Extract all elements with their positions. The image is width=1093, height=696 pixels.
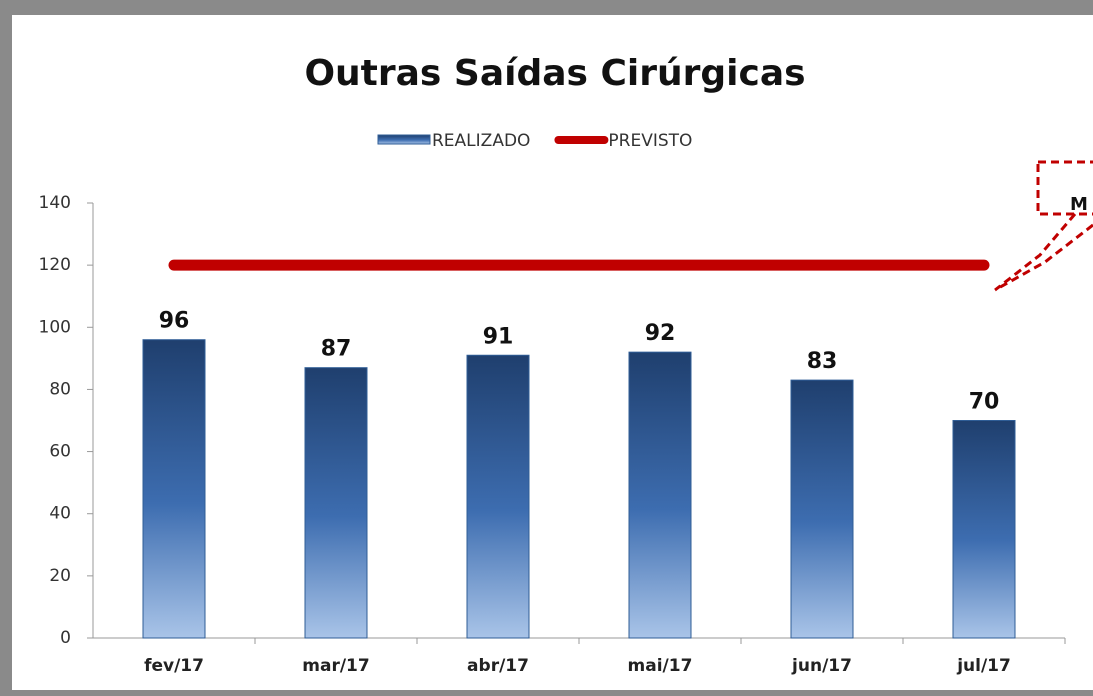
- y-tick-label: 20: [49, 566, 71, 586]
- bar: [304, 367, 368, 639]
- callout: [994, 160, 1093, 292]
- y-tick-label: 120: [39, 255, 71, 275]
- bar: [628, 351, 692, 639]
- data-label: 96: [159, 309, 190, 334]
- x-tick-label: abr/17: [467, 656, 529, 676]
- data-label: 83: [807, 349, 838, 374]
- data-label: 87: [321, 337, 352, 362]
- bar: [790, 379, 854, 639]
- y-tick-label: 80: [49, 379, 71, 399]
- legend-label: REALIZADO: [432, 131, 530, 151]
- data-label: 91: [483, 324, 514, 349]
- y-tick-label: 100: [39, 317, 71, 337]
- bar: [466, 354, 530, 639]
- annotation: M: [1070, 194, 1088, 215]
- x-tick-label: jun/17: [791, 656, 852, 676]
- x-tick-label: mar/17: [302, 656, 369, 676]
- x-tick-label: jul/17: [956, 656, 1011, 676]
- y-tick-label: 40: [49, 504, 71, 524]
- data-label: 70: [969, 390, 1000, 415]
- x-tick-label: mai/17: [628, 656, 693, 676]
- x-tick-label: fev/17: [144, 656, 204, 676]
- y-tick-label: 60: [49, 442, 71, 462]
- legend-label: PREVISTO: [608, 131, 692, 151]
- bar: [142, 339, 206, 639]
- y-tick-label: 140: [39, 193, 71, 213]
- y-tick-label: 0: [60, 628, 71, 648]
- legend-swatch: [377, 134, 431, 145]
- chart-title: Outras Saídas Cirúrgicas: [304, 53, 805, 94]
- data-label: 92: [645, 321, 676, 346]
- bar: [952, 420, 1016, 639]
